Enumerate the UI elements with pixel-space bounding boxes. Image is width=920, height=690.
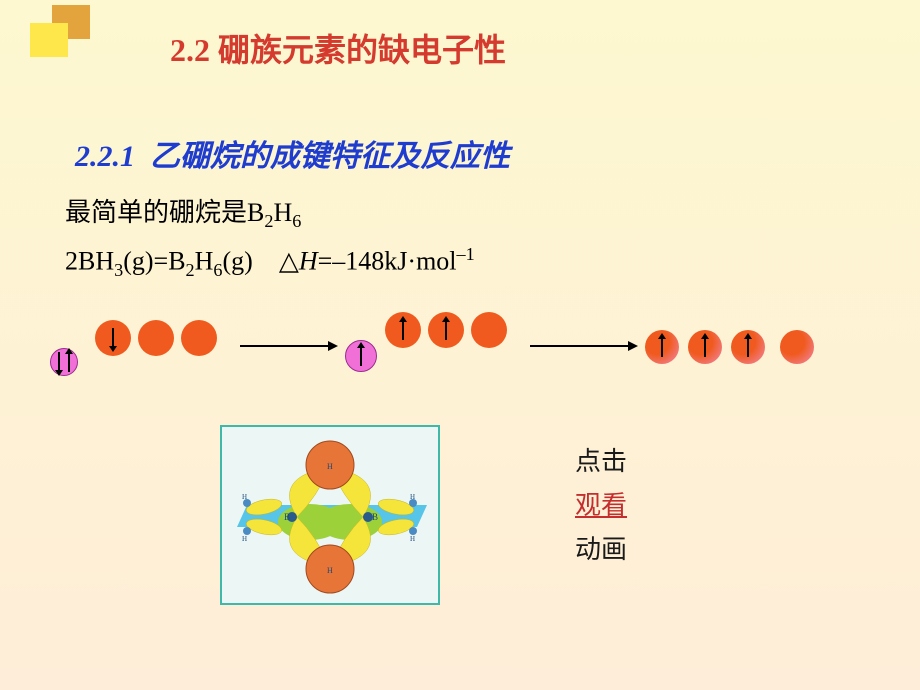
orbital-diagram — [50, 320, 870, 390]
spin-up-arrow — [68, 352, 70, 372]
hydrogen-terminal-atom — [409, 527, 417, 535]
atom-label-B: B — [372, 512, 378, 522]
atom-label-H: H — [327, 566, 333, 575]
spin-up-arrow — [445, 320, 447, 340]
subsection-title-text: 乙硼烷的成键特征及反应性 — [150, 140, 510, 173]
orbital-circle — [471, 312, 507, 348]
subsection-title: 2.2.1 乙硼烷的成键特征及反应性 — [75, 131, 860, 175]
subsection-number: 2.2.1 — [75, 140, 135, 173]
spin-up-arrow — [661, 337, 663, 357]
atom-label-H: H — [327, 462, 333, 471]
section-title-text: 硼族元素的缺电子性 — [218, 32, 506, 68]
delta-symbol: △ — [279, 247, 299, 276]
subscript: 6 — [213, 260, 222, 280]
slide-container: 2.2 硼族元素的缺电子性 2.2.1 乙硼烷的成键特征及反应性 最简单的硼烷是… — [0, 0, 920, 690]
link-text-click: 点击 — [575, 440, 627, 484]
atom-label-H: H — [410, 535, 415, 543]
body-line-2: 2BH3(g)=B2H6(g) △H=–148kJ·mol–1 — [65, 238, 860, 287]
orbital-circle — [780, 330, 814, 364]
arrow-head-icon — [328, 341, 338, 351]
subscript: 3 — [114, 260, 123, 280]
text: 最简单的硼烷是B — [65, 198, 264, 227]
atom-label-H: H — [242, 535, 247, 543]
spin-down-arrow — [58, 352, 60, 372]
hydrogen-terminal-atom — [243, 527, 251, 535]
spin-up-arrow — [360, 346, 362, 366]
reaction-arrow — [530, 345, 630, 347]
section-title: 2.2 硼族元素的缺电子性 — [170, 25, 860, 71]
spin-up-arrow — [704, 337, 706, 357]
deco-square-front — [30, 23, 68, 57]
body-line-1: 最简单的硼烷是B2H6 — [65, 190, 860, 238]
enthalpy-H: H — [299, 247, 318, 276]
text: 2BH — [65, 247, 114, 276]
orbital-circle — [138, 320, 174, 356]
atom-label-H: H — [410, 493, 415, 501]
atom-label-B: B — [284, 512, 290, 522]
text: H — [273, 198, 292, 227]
molecular-structure-diagram: H H B B H H H H — [220, 425, 440, 605]
spin-down-arrow — [112, 328, 114, 348]
text: (g) — [223, 247, 253, 276]
orbital-circle — [181, 320, 217, 356]
body-text: 最简单的硼烷是B2H6 2BH3(g)=B2H6(g) △H=–148kJ·mo… — [65, 190, 860, 287]
arrow-head-icon — [628, 341, 638, 351]
corner-decoration — [30, 5, 100, 65]
subscript: 6 — [292, 211, 301, 231]
superscript: –1 — [457, 244, 475, 264]
link-text-animation: 动画 — [575, 528, 627, 572]
animation-link-block: 点击 观看 动画 — [575, 440, 627, 573]
link-text-watch[interactable]: 观看 — [575, 484, 627, 528]
subscript: 2 — [186, 260, 195, 280]
text: H — [195, 247, 214, 276]
text: (g)=B — [123, 247, 185, 276]
spin-up-arrow — [747, 337, 749, 357]
spin-up-arrow — [402, 320, 404, 340]
section-number: 2.2 — [170, 32, 210, 68]
atom-label-H: H — [242, 493, 247, 501]
text: =–148kJ·mol — [318, 247, 457, 276]
reaction-arrow — [240, 345, 330, 347]
